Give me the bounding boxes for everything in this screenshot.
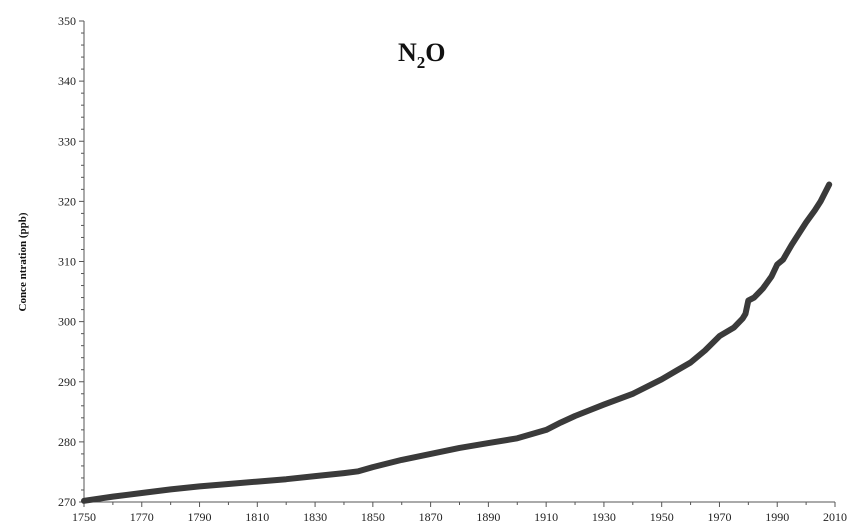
y-tick-label: 300: [58, 315, 76, 329]
x-axis-ticks: 1750 1770 1790 1810 1830 1850 1870 1890 1910 1930…: [72, 502, 847, 524]
x-tick-label: 1890: [476, 510, 500, 524]
x-tick-label: 1850: [361, 510, 385, 524]
y-axis-title: Conce ntration (ppb): [17, 212, 29, 311]
y-axis-ticks: 270 280 290 300 310 320 330 340 350: [58, 14, 84, 509]
x-tick-label: 1750: [72, 510, 96, 524]
chart-title: N2O: [398, 38, 446, 72]
x-tick-label: 1930: [592, 510, 616, 524]
x-tick-label: 1790: [188, 510, 212, 524]
n2o-series-line: [81, 181, 833, 504]
x-tick-label: 1810: [245, 510, 269, 524]
y-tick-label: 290: [58, 375, 76, 389]
y-tick-label: 330: [58, 134, 76, 148]
chart-title-tail: O: [425, 38, 445, 67]
y-tick-label: 270: [58, 495, 76, 509]
x-tick-label: 1910: [534, 510, 558, 524]
x-tick-label: 1770: [130, 510, 154, 524]
x-tick-label: 1950: [650, 510, 674, 524]
x-tick-label: 1830: [303, 510, 327, 524]
y-tick-label: 340: [58, 74, 76, 88]
x-tick-label: 1870: [419, 510, 443, 524]
x-tick-label: 1970: [707, 510, 731, 524]
x-tick-label: 1990: [765, 510, 789, 524]
y-tick-label: 320: [58, 194, 76, 208]
y-tick-label: 280: [58, 435, 76, 449]
chart-title-subscript: 2: [417, 53, 426, 72]
y-tick-label: 350: [58, 14, 76, 28]
x-tick-label: 2010: [823, 510, 847, 524]
chart-title-main: N: [398, 38, 417, 67]
y-tick-label: 310: [58, 255, 76, 269]
